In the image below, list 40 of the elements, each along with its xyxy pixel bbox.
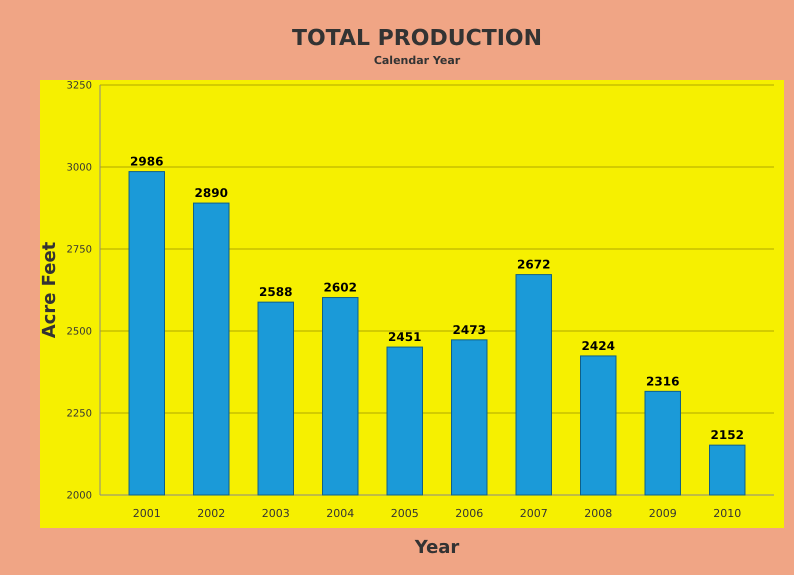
chart-subtitle: Calendar Year bbox=[374, 54, 461, 67]
data-label: 2986 bbox=[130, 154, 164, 169]
column: 2451 bbox=[386, 330, 423, 496]
data-label: 2588 bbox=[259, 285, 292, 300]
data-label: 2602 bbox=[324, 280, 357, 295]
column: 2672 bbox=[516, 258, 552, 496]
y-tick-label: 3250 bbox=[66, 80, 92, 92]
x-tick-label: 2002 bbox=[197, 507, 226, 520]
x-tick-label: 2008 bbox=[584, 507, 612, 520]
x-tick-label: 2004 bbox=[326, 507, 354, 520]
column: 2424 bbox=[580, 338, 616, 496]
x-tick-label: 2006 bbox=[455, 507, 484, 520]
column: 2588 bbox=[258, 285, 294, 496]
data-label: 2316 bbox=[646, 374, 680, 388]
x-tick-label: 2003 bbox=[262, 507, 290, 520]
column: 2152 bbox=[709, 428, 746, 496]
x-tick-label: 2009 bbox=[648, 507, 677, 520]
column: 2473 bbox=[451, 322, 488, 496]
y-axis-title: Acre Feet bbox=[39, 241, 60, 338]
data-label: 2451 bbox=[388, 330, 422, 344]
data-label: 2152 bbox=[710, 428, 744, 442]
x-tick-label: 2001 bbox=[132, 507, 161, 520]
y-tick-label: 2000 bbox=[66, 490, 92, 502]
column: 2316 bbox=[644, 374, 681, 496]
data-label: 2424 bbox=[582, 338, 615, 353]
y-tick-label: 2250 bbox=[66, 408, 92, 420]
data-label: 2473 bbox=[452, 322, 486, 337]
column: 2602 bbox=[322, 280, 358, 496]
data-label: 2672 bbox=[517, 258, 550, 272]
x-tick-label: 2007 bbox=[520, 507, 548, 520]
data-label: 2890 bbox=[194, 186, 228, 200]
y-tick-label: 3000 bbox=[66, 162, 92, 174]
x-axis-title: Year bbox=[414, 537, 460, 558]
y-tick-label: 2500 bbox=[66, 326, 92, 338]
chart-title: TOTAL PRODUCTION bbox=[292, 26, 542, 51]
x-tick-label: 2010 bbox=[713, 507, 742, 520]
column: 2890 bbox=[193, 186, 230, 496]
y-tick-label: 2750 bbox=[66, 244, 92, 256]
x-tick-label: 2005 bbox=[390, 507, 419, 520]
column: 2986 bbox=[128, 154, 165, 496]
